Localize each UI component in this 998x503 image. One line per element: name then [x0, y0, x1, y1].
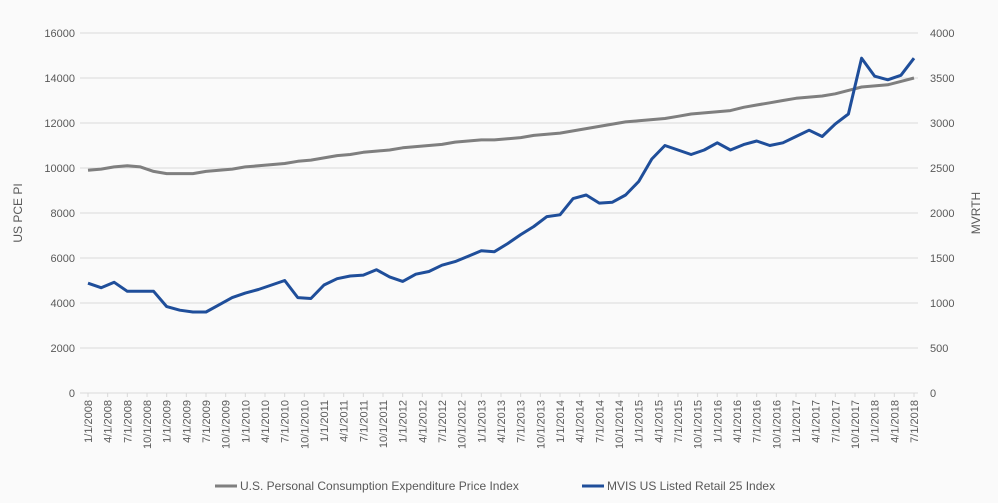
left-tick-label: 4000 [51, 298, 75, 310]
x-tick-label: 4/1/2015 [653, 400, 665, 443]
right-tick-label: 2000 [930, 208, 954, 220]
right-axis-title: MVRTH [969, 192, 983, 234]
x-tick-label: 4/1/2018 [889, 400, 901, 443]
pce-price-index-line [87, 76, 915, 176]
x-tick-label: 1/1/2011 [319, 400, 331, 442]
series-lines [87, 56, 916, 314]
x-tick-label: 10/1/2012 [457, 400, 469, 449]
x-tick-label: 7/1/2010 [280, 400, 292, 443]
legend-label-mvis: MVIS US Listed Retail 25 Index [607, 479, 775, 493]
left-tick-label: 2000 [51, 343, 75, 355]
x-tick-label: 7/1/2009 [201, 400, 213, 443]
x-tick-label: 1/1/2009 [162, 400, 174, 443]
x-tick-label: 10/1/2008 [142, 400, 154, 449]
x-tick-label: 10/1/2016 [771, 400, 783, 449]
x-tick-label: 1/1/2010 [240, 400, 252, 443]
x-tick-label: 4/1/2017 [811, 400, 823, 443]
left-tick-label: 14000 [44, 73, 75, 85]
left-tick-label: 6000 [51, 253, 75, 265]
x-tick-label: 10/1/2017 [850, 400, 862, 449]
right-tick-label: 0 [930, 388, 936, 400]
gridlines [80, 32, 918, 394]
x-tick-label: 1/1/2014 [555, 400, 567, 443]
legend: U.S. Personal Consumption Expenditure Pr… [215, 479, 775, 493]
x-tick-label: 1/1/2008 [83, 400, 95, 443]
x-tick-label: 1/1/2016 [712, 400, 724, 443]
x-tick-label: 4/1/2016 [732, 400, 744, 443]
left-tick-label: 0 [69, 388, 75, 400]
x-tick-label: 1/1/2017 [791, 400, 803, 443]
x-tick-label: 10/1/2013 [535, 400, 547, 449]
left-tick-label: 10000 [44, 163, 75, 175]
x-tick-label: 7/1/2018 [909, 400, 921, 443]
left-y-axis: 0 2000 4000 6000 8000 10000 12000 14000 16000 [44, 28, 75, 400]
right-tick-label: 3500 [930, 73, 954, 85]
x-tick-label: 4/1/2008 [103, 400, 115, 443]
x-tick-label: 7/1/2012 [437, 400, 449, 443]
x-tick-label: 1/1/2015 [634, 400, 646, 443]
x-tick-label: 4/1/2012 [417, 400, 429, 443]
right-tick-label: 1000 [930, 298, 954, 310]
x-tick-label: 10/1/2011 [378, 400, 390, 448]
x-tick-label: 7/1/2011 [358, 400, 370, 442]
right-tick-label: 4000 [930, 28, 954, 40]
x-tick-label: 10/1/2015 [693, 400, 705, 449]
x-tick-label: 1/1/2018 [870, 400, 882, 443]
x-tick-label: 1/1/2013 [476, 400, 488, 443]
x-tick-label: 10/1/2010 [299, 400, 311, 449]
legend-label-pce: U.S. Personal Consumption Expenditure Pr… [240, 479, 519, 493]
x-tick-label: 4/1/2013 [496, 400, 508, 443]
left-tick-label: 12000 [44, 118, 75, 130]
x-tick-label: 7/1/2016 [752, 400, 764, 443]
x-tick-label: 7/1/2013 [516, 400, 528, 443]
right-tick-label: 2500 [930, 163, 954, 175]
mvis-retail-index-line [87, 56, 916, 314]
x-tick-label: 7/1/2015 [673, 400, 685, 443]
x-tick-label: 7/1/2017 [830, 400, 842, 443]
x-tick-label: 4/1/2009 [181, 400, 193, 443]
x-tick-label: 7/1/2014 [594, 400, 606, 443]
x-tick-label: 10/1/2009 [221, 400, 233, 449]
x-axis: 1/1/2008 4/1/2008 7/1/2008 10/1/2008 1/1/200… [83, 393, 921, 449]
left-tick-label: 16000 [44, 28, 75, 40]
x-tick-label: 10/1/2014 [614, 400, 626, 449]
x-tick-label: 1/1/2012 [398, 400, 410, 443]
right-tick-label: 1500 [930, 253, 954, 265]
x-tick-label: 4/1/2014 [575, 400, 587, 443]
x-tick-label: 4/1/2010 [260, 400, 272, 443]
right-y-axis: 0 500 1000 1500 2000 2500 3000 3500 4000 [930, 28, 954, 400]
x-tick-label: 7/1/2008 [122, 400, 134, 443]
left-axis-title: US PCE PI [11, 183, 25, 242]
x-tick-label: 4/1/2011 [339, 400, 351, 442]
right-tick-label: 500 [930, 343, 948, 355]
right-tick-label: 3000 [930, 118, 954, 130]
left-tick-label: 8000 [51, 208, 75, 220]
